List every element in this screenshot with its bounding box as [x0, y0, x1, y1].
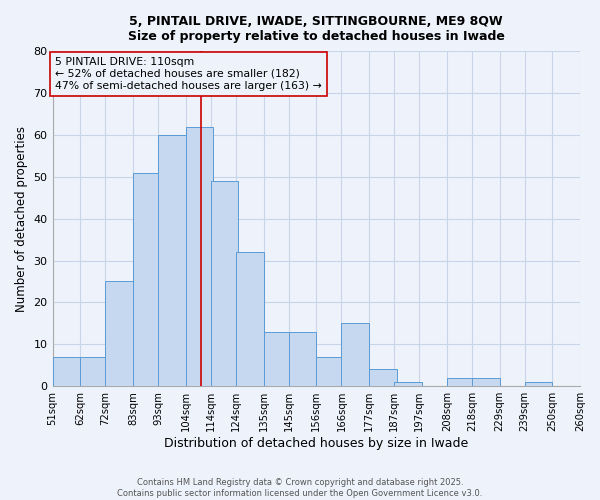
Bar — [158, 135, 185, 386]
Bar — [316, 357, 344, 386]
Bar — [472, 378, 500, 386]
Bar — [105, 282, 133, 386]
Title: 5, PINTAIL DRIVE, IWADE, SITTINGBOURNE, ME9 8QW
Size of property relative to det: 5, PINTAIL DRIVE, IWADE, SITTINGBOURNE, … — [128, 15, 505, 43]
Bar — [80, 357, 108, 386]
Bar — [133, 172, 161, 386]
Bar — [525, 382, 553, 386]
Bar — [394, 382, 422, 386]
Bar — [185, 126, 213, 386]
Bar — [341, 324, 369, 386]
Bar — [369, 370, 397, 386]
Bar — [211, 181, 238, 386]
Bar — [263, 332, 291, 386]
Bar — [53, 357, 80, 386]
X-axis label: Distribution of detached houses by size in Iwade: Distribution of detached houses by size … — [164, 437, 469, 450]
Text: 5 PINTAIL DRIVE: 110sqm
← 52% of detached houses are smaller (182)
47% of semi-d: 5 PINTAIL DRIVE: 110sqm ← 52% of detache… — [55, 58, 322, 90]
Bar — [236, 252, 263, 386]
Y-axis label: Number of detached properties: Number of detached properties — [15, 126, 28, 312]
Text: Contains HM Land Registry data © Crown copyright and database right 2025.
Contai: Contains HM Land Registry data © Crown c… — [118, 478, 482, 498]
Bar — [447, 378, 475, 386]
Bar — [289, 332, 316, 386]
